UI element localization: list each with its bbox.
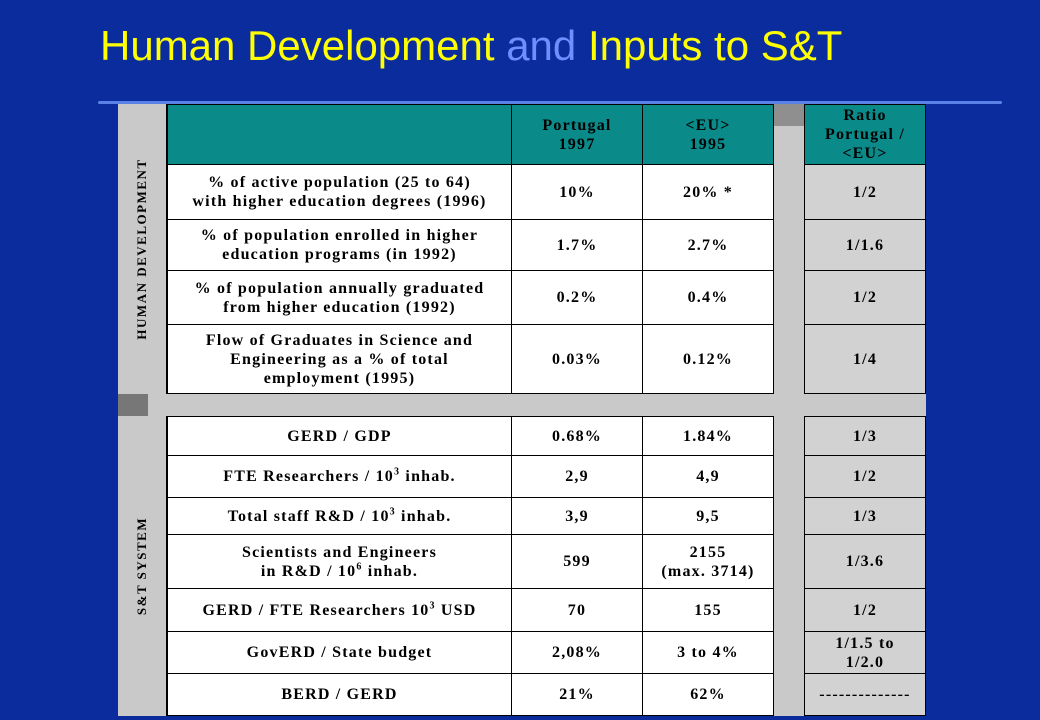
st-row-7-eu: 62% [642,673,774,716]
human-row-3-portugal: 0.2% [511,270,643,325]
st-row-7-label: BERD / GERD [167,673,512,716]
title-part-1: Human Development [100,22,507,69]
st-row-2-ratio: 1/2 [804,455,926,498]
header-eu-line-1: <EU> [685,116,731,134]
st-row-1-label: GERD / GDP [167,416,512,456]
data-table: HUMAN DEVELOPMENT S&T SYSTEM Portugal 199… [118,104,926,716]
st-row-6-portugal: 2,08% [511,631,643,674]
st-row-1-portugal: 0.68% [511,416,643,456]
st-row-3-portugal: 3,9 [511,497,643,535]
section-human-development: HUMAN DEVELOPMENT [118,104,167,394]
st-row-2-eu: 4,9 [642,455,774,498]
human-row-2-eu: 2.7% [642,219,774,271]
human-row-3-ratio: 1/2 [804,270,926,325]
st-row-4-label: Scientists and Engineers in R&D / 106 inh… [167,534,512,589]
section-st-system: S&T SYSTEM [118,416,167,716]
st-row-5-eu: 155 [642,588,774,632]
header-eu: <EU> 1995 [642,104,774,165]
header-ratio-line-2: Portugal / [825,126,905,143]
st-row-3-eu: 9,5 [642,497,774,535]
human-row-4-portugal: 0.03% [511,324,643,394]
st-row-6-ratio: 1/1.5 to 1/2.0 [804,631,926,674]
slide-title: Human Development and Inputs to S&T [100,22,842,70]
human-row-1-ratio: 1/2 [804,164,926,220]
human-row-4-ratio: 1/4 [804,324,926,394]
human-row-1-label: % of active population (25 to 64) with hi… [167,164,512,220]
st-row-6-eu: 3 to 4% [642,631,774,674]
human-row-1-portugal: 10% [511,164,643,220]
human-row-4-eu: 0.12% [642,324,774,394]
header-label-cell [167,104,512,165]
st-row-7-portugal: 21% [511,673,643,716]
title-underline [98,101,1002,104]
st-row-4-ratio: 1/3.6 [804,534,926,589]
st-row-4-eu: 2155 (max. 3714) [642,534,774,589]
human-row-2-ratio: 1/1.6 [804,219,926,271]
header-portugal: Portugal 1997 [511,104,643,165]
human-row-2-label: % of population enrolled in higher educat… [167,219,512,271]
st-row-1-ratio: 1/3 [804,416,926,456]
st-row-5-portugal: 70 [511,588,643,632]
st-row-3-ratio: 1/3 [804,497,926,535]
section-human-label: HUMAN DEVELOPMENT [134,158,149,340]
human-row-2-portugal: 1.7% [511,219,643,271]
human-row-3-eu: 0.4% [642,270,774,325]
header-ratio: Ratio Portugal / <EU> [804,104,926,165]
human-row-4-label: Flow of Graduates in Science and Engineer… [167,324,512,394]
st-row-4-portugal: 599 [511,534,643,589]
section-st-label: S&T SYSTEM [134,516,149,616]
title-part-2: and [506,22,577,69]
human-row-1-eu: 20% * [642,164,774,220]
header-portugal-line-1: Portugal [542,116,612,134]
st-row-1-eu: 1.84% [642,416,774,456]
header-eu-line-2: 1995 [689,135,727,153]
st-row-5-label: GERD / FTE Researchers 103 USD [167,588,512,632]
st-row-2-label: FTE Researchers / 103 inhab. [167,455,512,498]
header-portugal-line-2: 1997 [558,135,596,153]
st-row-3-label: Total staff R&D / 103 inhab. [167,497,512,535]
title-part-3: Inputs to S&T [576,22,843,69]
st-row-7-ratio: -------------- [804,673,926,716]
header-ratio-line-3: <EU> [842,145,888,162]
st-row-6-label: GovERD / State budget [167,631,512,674]
st-row-2-portugal: 2,9 [511,455,643,498]
header-ratio-line-1: Ratio [843,107,887,124]
human-row-3-label: % of population annually graduated from h… [167,270,512,325]
st-row-5-ratio: 1/2 [804,588,926,632]
